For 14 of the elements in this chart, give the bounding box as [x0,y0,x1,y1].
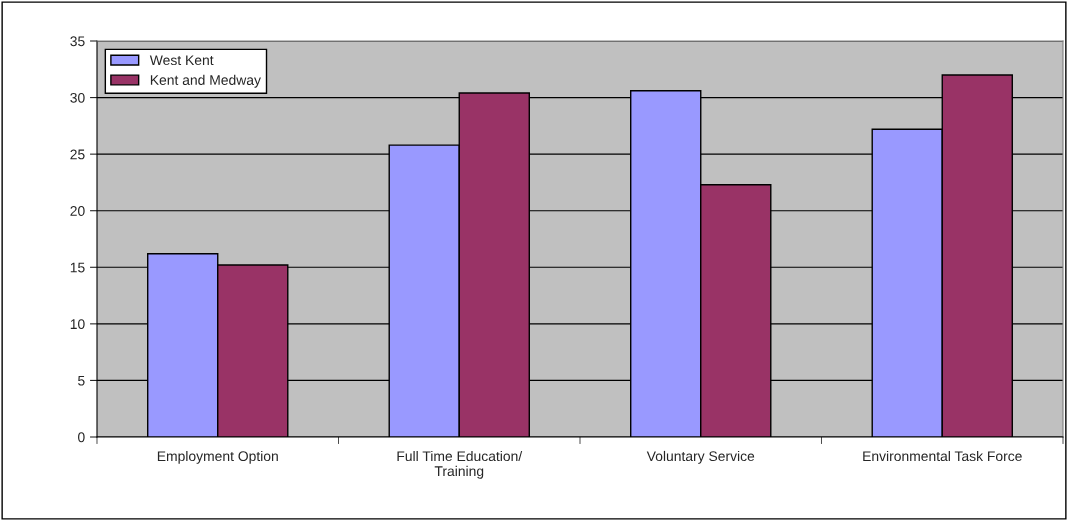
x-tick-label: Employment Option [157,450,278,464]
legend-label: Kent and Medway [150,74,261,88]
legend-label: West Kent [149,55,214,66]
y-tick-label: 20 [70,206,85,216]
y-tick-label: 30 [70,92,85,103]
y-tick-label: 0 [78,432,85,443]
y-tick-label: 5 [78,375,85,386]
x-tick-label: Voluntary Service [646,450,755,464]
y-tick-label: 35 [70,36,85,47]
y-tick-label: 15 [70,262,85,273]
y-tick-label: 25 [70,149,85,160]
x-tick-label: Environmental Task Force [863,450,1022,462]
x-tick-label: Full Time Education/ Training [397,450,523,479]
y-tick-label: 10 [70,319,85,330]
